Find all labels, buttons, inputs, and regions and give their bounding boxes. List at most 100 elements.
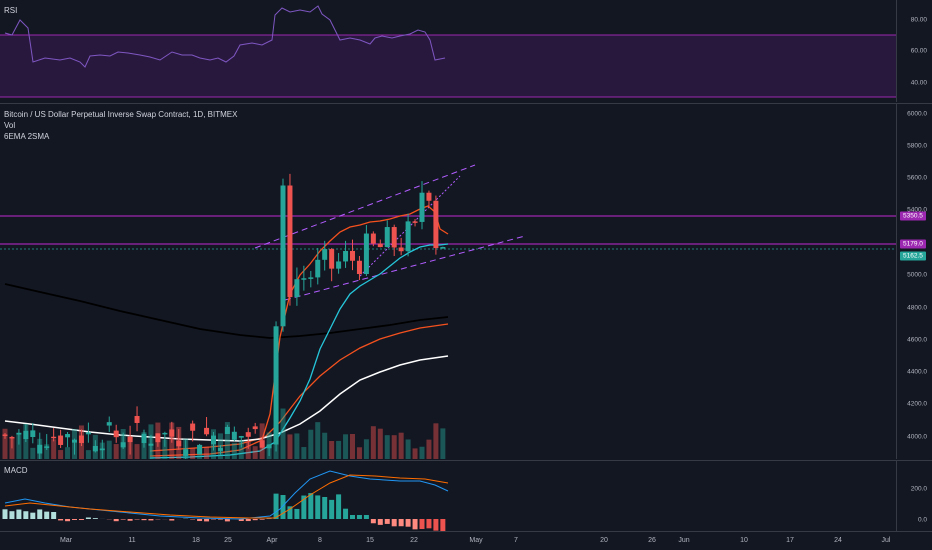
candle-body — [99, 448, 105, 451]
macd-hist-bar — [405, 519, 411, 527]
pane-separator[interactable] — [0, 103, 932, 104]
candle-body — [65, 434, 71, 438]
time-tick: 15 — [366, 537, 374, 544]
candle-body — [433, 200, 439, 249]
macd-pane[interactable]: MACD — [0, 461, 896, 531]
macd-hist-bar — [329, 499, 335, 519]
macd-hist-bar — [37, 509, 43, 519]
resistance-price-tag: 5350.5 — [900, 211, 926, 221]
candle-body — [336, 261, 342, 269]
macd-hist-bar — [419, 519, 425, 529]
candle-body — [85, 432, 91, 435]
volume-bar — [65, 447, 71, 459]
volume-label: Vol — [4, 121, 16, 130]
macd-hist-bar — [113, 519, 119, 522]
candle-body — [190, 423, 196, 431]
price-scale[interactable]: 6000.0 5800.0 5600.0 5400.0 5000.0 4800.… — [896, 104, 932, 459]
price-tick-5400: 5400.0 — [907, 206, 927, 214]
volume-bar — [113, 444, 119, 459]
rsi-scale[interactable]: 80.00 60.00 40.00 — [896, 0, 932, 102]
candle-body — [58, 435, 64, 445]
macd-hist-bar — [440, 519, 446, 531]
macd-hist-bar — [78, 519, 84, 521]
macd-hist-bar — [252, 519, 258, 521]
candle-body — [266, 444, 272, 449]
candle-body — [308, 277, 314, 279]
support-price-tag: 5179.0 — [900, 239, 926, 249]
time-tick: May — [469, 537, 483, 544]
candle-body — [23, 430, 29, 440]
candle-body — [51, 436, 57, 439]
price-tick-5000: 5000.0 — [907, 271, 927, 279]
macd-hist-bar — [426, 519, 432, 529]
candle-body — [391, 227, 397, 248]
time-tick: Jun — [678, 537, 690, 544]
macd-hist-bar — [148, 519, 154, 521]
volume-bar — [162, 439, 168, 459]
price-pane[interactable]: Bitcoin / US Dollar Perpetual Inverse Sw… — [0, 104, 896, 459]
macd-chart — [2, 470, 449, 531]
time-tick: Mar — [59, 537, 73, 544]
macd-hist-bar — [287, 506, 293, 519]
candle-body — [412, 221, 418, 223]
macd-hist-bar — [301, 495, 307, 519]
rsi-tick-40: 40.00 — [910, 79, 927, 87]
candle-body — [2, 434, 8, 436]
last-price-tag: 5162.5 — [900, 251, 926, 261]
volume-bar — [301, 447, 307, 459]
price-tick-5800: 5800.0 — [907, 142, 927, 150]
candle-body — [259, 440, 265, 448]
macd-hist-bar — [363, 515, 369, 519]
price-tick-6000: 6000.0 — [907, 110, 927, 118]
macd-hist-bar — [384, 519, 390, 524]
candle-body — [217, 448, 223, 451]
volume-bar — [391, 435, 397, 459]
macd-hist-bar — [412, 519, 418, 530]
rsi-tick-60: 60.00 — [910, 47, 927, 55]
macd-hist-bar — [2, 509, 8, 519]
candle-body — [370, 233, 376, 244]
rsi-pane[interactable]: RSI — [0, 0, 896, 102]
candle-body — [322, 249, 328, 260]
candle-body — [211, 435, 216, 445]
volume-bar — [30, 447, 36, 459]
volume-bar — [356, 447, 362, 459]
candle-body — [16, 432, 22, 435]
pane-separator[interactable] — [0, 460, 932, 461]
candle-body — [183, 449, 189, 456]
candle-body — [384, 227, 390, 248]
price-tick-4000: 4000.0 — [907, 433, 927, 441]
candle-body — [350, 250, 355, 261]
macd-title: MACD — [4, 466, 28, 475]
candle-body — [356, 260, 362, 275]
candle-body — [44, 446, 50, 448]
volume-bar — [2, 428, 8, 459]
macd-hist-bar — [259, 519, 265, 520]
macd-hist-bar — [16, 509, 22, 519]
macd-hist-bar — [120, 519, 126, 520]
macd-hist-bar — [127, 519, 133, 521]
volume-bar — [384, 435, 390, 459]
ma-label: 6EMA 2SMA — [4, 132, 50, 141]
macd-hist-bar — [391, 519, 397, 527]
candle-body — [224, 426, 230, 434]
volume-bar — [44, 444, 50, 459]
price-tick-4200: 4200.0 — [907, 400, 927, 408]
time-tick: Apr — [266, 537, 278, 544]
volume-bar — [350, 433, 355, 459]
candle-body — [72, 439, 77, 443]
time-tick: 7 — [514, 537, 518, 544]
volume-bar — [238, 440, 244, 459]
rsi-band — [0, 35, 896, 97]
candle-body — [440, 247, 446, 249]
macd-scale[interactable]: 200.0 0.0 — [896, 461, 932, 531]
volume-bar — [16, 434, 22, 459]
symbol-title: Bitcoin / US Dollar Perpetual Inverse Sw… — [4, 110, 238, 119]
candle-body — [301, 278, 307, 280]
price-tick-5600: 5600.0 — [907, 174, 927, 182]
volume-bar — [58, 450, 64, 459]
macd-hist-bar — [294, 508, 300, 519]
macd-hist-bar — [9, 511, 15, 519]
time-tick: 26 — [648, 537, 656, 544]
candle-body — [162, 432, 168, 435]
